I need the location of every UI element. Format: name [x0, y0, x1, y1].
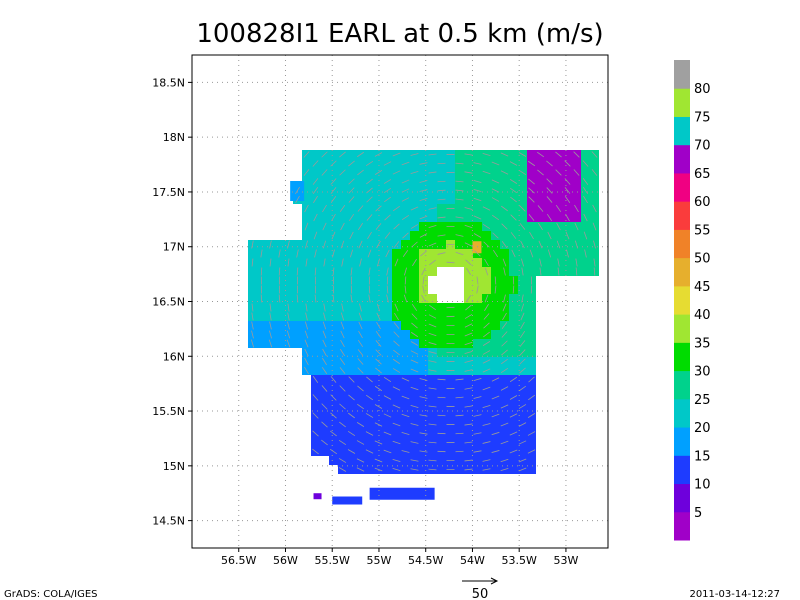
plot-area	[248, 150, 599, 505]
y-tick-label: 16.5N	[152, 296, 185, 309]
grid	[192, 55, 608, 548]
colorbar-swatch	[674, 370, 690, 400]
chart-title: 100828I1 EARL at 0.5 km (m/s)	[196, 19, 603, 49]
x-tick-label: 56W	[273, 554, 298, 567]
y-tick-label: 14.5N	[152, 515, 185, 528]
colorbar-label: 20	[694, 421, 711, 436]
y-tick-label: 15.5N	[152, 405, 185, 418]
y-tick-label: 18N	[163, 131, 185, 144]
colorbar-label: 75	[694, 110, 711, 125]
colorbar: 5 10 15 20 25 30 35 40 45 50 55 60 65 70 75 80	[674, 60, 711, 541]
y-tick-label: 17.5N	[152, 186, 185, 199]
colorbar-swatch	[674, 229, 690, 259]
colorbar-swatch	[674, 144, 690, 174]
footer-credit: GrADS: COLA/IGES	[4, 589, 98, 600]
colorbar-swatch	[674, 427, 690, 456]
colorbar-label: 60	[694, 195, 711, 210]
colorbar-swatch	[674, 88, 690, 117]
colorbar-label: 15	[694, 449, 711, 464]
x-tick-label: 55W	[367, 554, 392, 567]
colorbar-label: 25	[694, 393, 711, 408]
x-tick-label: 53.5W	[502, 554, 537, 567]
footer-timestamp: 2011-03-14-12:27	[689, 589, 780, 600]
colorbar-label: 10	[694, 478, 711, 493]
colorbar-label: 30	[694, 365, 711, 380]
vector-reference-label: 50	[472, 587, 489, 600]
colorbar-swatch	[674, 60, 690, 89]
colorbar-label: 55	[694, 223, 711, 238]
colorbar-label: 70	[694, 139, 711, 154]
x-tick-label: 56.5W	[221, 554, 256, 567]
colorbar-swatch	[674, 285, 690, 315]
y-tick-label: 17N	[163, 241, 185, 254]
colorbar-label: 65	[694, 167, 711, 182]
x-axis: 56.5W 56W 55.5W 55W 54.5W 54W 53.5W 53W	[221, 548, 578, 567]
colorbar-swatch	[674, 116, 690, 146]
colorbar-label: 40	[694, 308, 711, 323]
colorbar-label: 45	[694, 280, 711, 295]
y-tick-label: 18.5N	[152, 76, 185, 89]
colorbar-label: 80	[694, 82, 711, 97]
colorbar-swatch	[674, 511, 690, 541]
y-tick-label: 16N	[163, 350, 185, 363]
colorbar-swatch	[674, 314, 690, 343]
colorbar-swatch	[674, 483, 690, 513]
y-tick-label: 15N	[163, 460, 185, 473]
colorbar-swatch	[674, 342, 690, 372]
colorbar-label: 5	[694, 506, 702, 521]
x-tick-label: 53W	[553, 554, 578, 567]
colorbar-label: 50	[694, 252, 711, 267]
colorbar-swatch	[674, 398, 690, 428]
y-axis: 18.5N 18N 17.5N 17N 16.5N 16N 15.5N 15N 14.5N	[152, 76, 192, 528]
colorbar-label: 35	[694, 336, 711, 351]
colorbar-swatch	[674, 455, 690, 485]
colorbar-swatch	[674, 201, 690, 230]
x-tick-label: 55.5W	[315, 554, 350, 567]
colorbar-swatch	[674, 257, 690, 287]
vector-reference: 50	[462, 577, 499, 600]
x-tick-label: 54.5W	[408, 554, 443, 567]
x-tick-label: 54W	[460, 554, 485, 567]
colorbar-swatch	[674, 172, 690, 202]
